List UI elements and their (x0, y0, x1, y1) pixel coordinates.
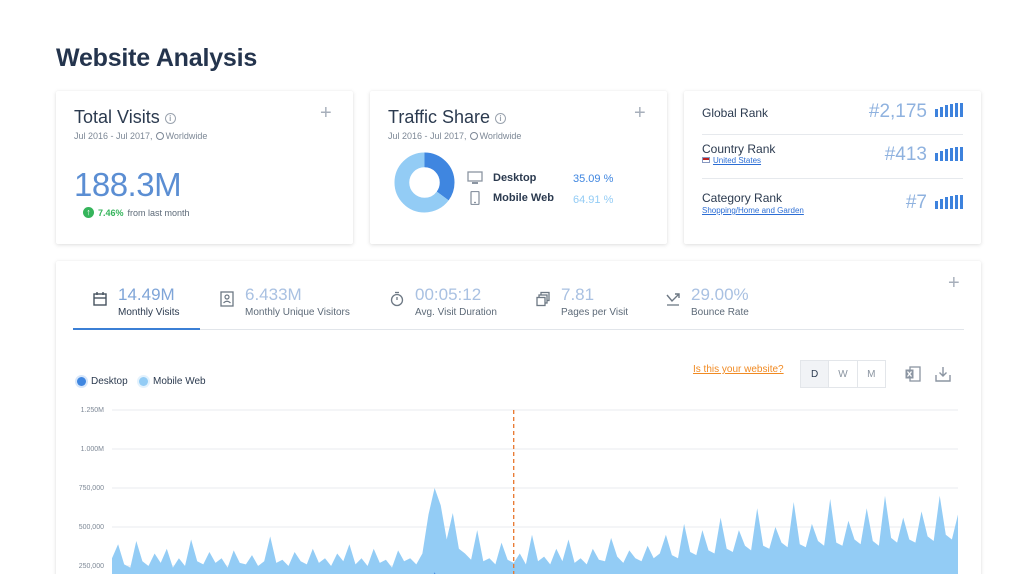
download-icon[interactable] (934, 365, 952, 383)
country-link[interactable]: United States (702, 156, 761, 165)
calendar-icon (93, 292, 107, 306)
change-text: from last month (127, 207, 190, 218)
granularity-day-button[interactable]: D (801, 361, 830, 387)
category-link[interactable]: Shopping/Home and Garden (702, 206, 804, 215)
change-indicator: ↑ 7.46% from last month (83, 207, 190, 218)
legend-dot (77, 377, 86, 386)
excel-export-icon[interactable] (904, 365, 922, 383)
traffic-share-title-text: Traffic Share (388, 107, 491, 127)
add-widget-button[interactable]: + (320, 102, 332, 124)
category-rank-value: #7 (905, 192, 927, 213)
traffic-share-subtitle: Jul 2016 - Jul 2017, Worldwide (388, 131, 521, 141)
total-visits-title-text: Total Visits (74, 107, 160, 127)
us-flag-icon (702, 157, 710, 163)
add-widget-button[interactable]: + (948, 272, 960, 294)
metric-label: Monthly Unique Visitors (245, 307, 350, 318)
visits-area-chart: 1.250M 1.000M 750,000 500,000 250,000 (79, 407, 958, 574)
metric-value: 6.433M (245, 285, 302, 304)
traffic-share-donut (394, 152, 455, 213)
category-rank-label: Category Rank (702, 191, 783, 205)
mobile-icon (470, 191, 480, 205)
granularity-toggle: D W M (800, 360, 886, 388)
y-tick-label: 1.000M (81, 446, 105, 453)
rank-bars-icon (935, 195, 963, 209)
metric-label: Monthly Visits (118, 307, 180, 318)
mobile-share: 64.91 % (573, 194, 614, 206)
total-visits-value: 188.3M (74, 166, 182, 203)
total-visits-card: Total Visits i Jul 2016 - Jul 2017, Worldw… (56, 91, 353, 244)
legend-mobile-web[interactable]: Mobile Web (139, 376, 206, 387)
series-area-mobile-web (112, 488, 958, 574)
category-rank-row: Category Rank Shopping/Home and Garden #… (702, 179, 963, 223)
add-widget-button[interactable]: + (634, 102, 646, 124)
tab-divider (73, 329, 964, 330)
arrow-up-icon: ↑ (83, 207, 94, 218)
legend-label: Desktop (91, 376, 128, 387)
rank-bars-icon (935, 147, 963, 161)
region: Worldwide (165, 131, 208, 141)
granularity-week-button[interactable]: W (829, 361, 858, 387)
desktop-icon (467, 171, 483, 184)
granularity-month-button[interactable]: M (867, 368, 876, 380)
metric-label: Pages per Visit (561, 307, 629, 318)
tab-monthly-visits[interactable]: 14.49M Monthly Visits (92, 285, 212, 335)
country-link-text[interactable]: United States (713, 156, 762, 165)
legend-mobile-web: Mobile Web (466, 191, 554, 205)
tab-pages-per-visit[interactable]: 7.81 Pages per Visit (535, 285, 645, 335)
metric-label: Avg. Visit Duration (415, 307, 497, 318)
is-this-your-website-link[interactable]: Is this your website? (693, 364, 784, 375)
metric-label: Bounce Rate (691, 307, 749, 318)
country-rank-row: Country Rank United States #413 (702, 135, 963, 179)
y-tick-label: 1.250M (81, 407, 105, 414)
y-tick-label: 750,000 (79, 485, 104, 492)
page-title: Website Analysis (56, 44, 258, 72)
y-tick-label: 500,000 (79, 524, 104, 531)
legend-label: Mobile Web (493, 192, 554, 204)
traffic-share-card: Traffic Share i Jul 2016 - Jul 2017, World… (370, 91, 667, 244)
pages-icon (536, 291, 550, 307)
date-range: Jul 2016 - Jul 2017, (74, 131, 153, 141)
metric-value: 14.49M (118, 285, 175, 304)
desktop-share: 35.09 % (573, 173, 614, 185)
info-icon[interactable]: i (164, 112, 176, 124)
country-rank-value: #413 (884, 144, 927, 165)
visitor-card-icon (220, 291, 234, 307)
tab-monthly-unique-visitors[interactable]: 6.433M Monthly Unique Visitors (219, 285, 379, 335)
date-range: Jul 2016 - Jul 2017, (388, 131, 467, 141)
donut-slice-mobile-web (394, 152, 455, 213)
traffic-share-title: Traffic Share i (388, 107, 507, 128)
total-visits-title: Total Visits i (74, 107, 176, 128)
bounce-arrow-icon (666, 293, 680, 306)
globe-icon (155, 132, 164, 140)
total-visits-subtitle: Jul 2016 - Jul 2017, Worldwide (74, 131, 207, 141)
stopwatch-icon (390, 291, 404, 307)
rank-bars-icon (935, 103, 963, 117)
legend-label: Mobile Web (153, 376, 206, 387)
engagement-card: + 14.49M Monthly Visits 6.433M Monthly U… (56, 261, 981, 574)
globe-icon (469, 132, 478, 140)
region: Worldwide (479, 131, 522, 141)
tab-bounce-rate[interactable]: 29.00% Bounce Rate (665, 285, 775, 335)
metric-value: 29.00% (691, 285, 749, 304)
metric-value: 7.81 (561, 285, 595, 304)
active-tab-indicator (73, 328, 200, 330)
ranks-card: Global Rank #2,175 Country Rank United S… (684, 91, 981, 244)
tab-avg-visit-duration[interactable]: 00:05:12 Avg. Visit Duration (389, 285, 519, 335)
legend-dot (139, 377, 148, 386)
legend-desktop: Desktop (466, 171, 536, 185)
country-rank-label: Country Rank (702, 142, 776, 156)
global-rank-label: Global Rank (702, 106, 769, 120)
info-icon[interactable]: i (495, 112, 507, 124)
legend-desktop[interactable]: Desktop (77, 376, 128, 387)
change-value: 7.46% (98, 207, 124, 218)
global-rank-value: #2,175 (868, 101, 927, 122)
metric-value: 00:05:12 (415, 285, 482, 304)
legend-label: Desktop (493, 172, 537, 184)
global-rank-row: Global Rank #2,175 (702, 91, 963, 135)
y-tick-label: 250,000 (79, 563, 104, 570)
